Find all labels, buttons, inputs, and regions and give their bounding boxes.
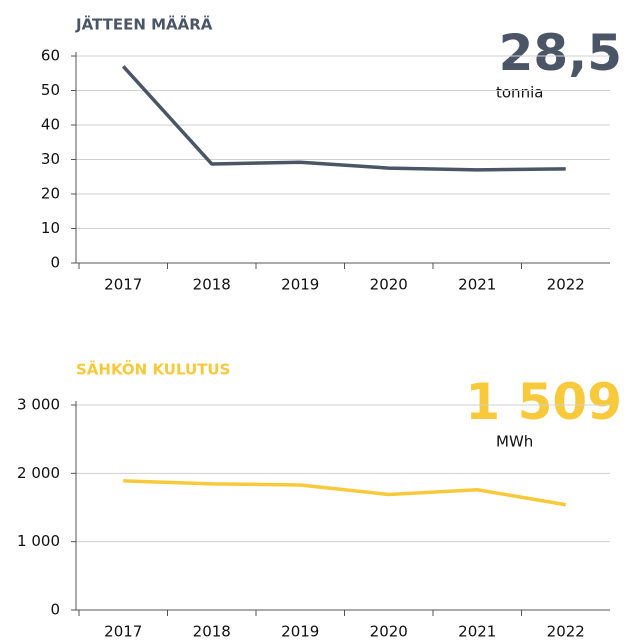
chart-title: JÄTTEEN MÄÄRÄ — [75, 15, 213, 34]
y-tick-label: 2 000 — [17, 464, 60, 482]
y-tick-label: 60 — [41, 47, 60, 65]
y-tick-label: 0 — [50, 601, 60, 619]
y-tick-label: 1 000 — [17, 532, 60, 550]
x-tick-label: 2020 — [370, 276, 408, 294]
unit: tonnia — [496, 84, 543, 102]
big-number: 1 509 — [465, 373, 622, 431]
y-tick-label: 40 — [41, 116, 60, 134]
y-tick-label: 30 — [41, 150, 60, 168]
unit: MWh — [496, 433, 533, 451]
x-tick-label: 2021 — [458, 623, 496, 641]
x-tick-label: 2019 — [281, 623, 319, 641]
y-tick-label: 0 — [50, 254, 60, 272]
x-tick-label: 2020 — [370, 623, 408, 641]
x-tick-label: 2022 — [547, 623, 585, 641]
y-tick-label: 10 — [41, 219, 60, 237]
x-tick-label: 2018 — [193, 276, 231, 294]
x-tick-label: 2021 — [458, 276, 496, 294]
x-tick-label: 2022 — [547, 276, 585, 294]
chart-title: SÄHKÖN KULUTUS — [76, 360, 230, 379]
big-number: 28,5 — [499, 24, 622, 82]
y-tick-label: 50 — [41, 81, 60, 99]
y-tick-label: 3 000 — [17, 396, 60, 414]
x-tick-label: 2017 — [104, 623, 142, 641]
x-tick-label: 2017 — [104, 276, 142, 294]
line — [121, 65, 566, 172]
x-tick-label: 2018 — [193, 623, 231, 641]
line — [123, 479, 567, 507]
x-tick-label: 2019 — [281, 276, 319, 294]
y-tick-label: 20 — [41, 185, 60, 203]
